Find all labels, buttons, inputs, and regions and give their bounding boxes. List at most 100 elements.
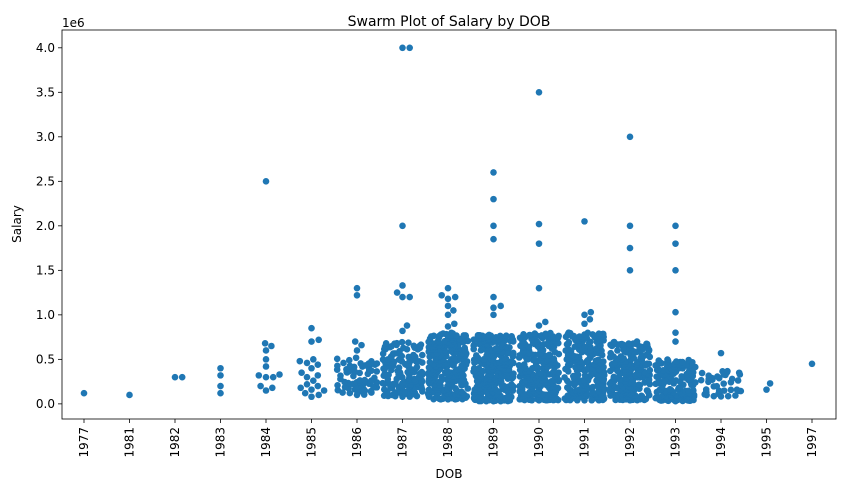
- data-point: [368, 358, 375, 365]
- data-point: [458, 388, 466, 396]
- data-point: [643, 360, 651, 367]
- data-point: [490, 293, 497, 301]
- data-point: [298, 369, 305, 377]
- data-point: [472, 352, 480, 359]
- data-point: [451, 320, 458, 328]
- data-point: [626, 244, 634, 252]
- data-point: [581, 311, 588, 319]
- data-point: [672, 338, 679, 345]
- data-point: [733, 386, 741, 393]
- data-point: [262, 347, 270, 354]
- data-point: [80, 389, 88, 397]
- y-tick-label: 3.5: [36, 85, 55, 99]
- data-point: [382, 340, 390, 347]
- data-point: [399, 44, 406, 52]
- data-point: [314, 372, 322, 379]
- data-point: [400, 344, 407, 352]
- plot-frame: [61, 29, 837, 420]
- data-point: [297, 384, 305, 392]
- data-point: [461, 344, 469, 352]
- data-point: [734, 377, 742, 384]
- data-point: [405, 339, 412, 347]
- data-point: [262, 387, 270, 394]
- data-point: [492, 345, 500, 352]
- data-point: [451, 293, 459, 301]
- data-point: [178, 373, 186, 381]
- y-tick-label: 0.0: [36, 397, 55, 411]
- data-point: [451, 355, 458, 362]
- data-point: [564, 392, 572, 399]
- data-point: [334, 382, 341, 389]
- chart-title: Swarm Plot of Salary by DOB: [348, 14, 551, 30]
- x-tick-label: 1977: [77, 427, 91, 458]
- data-point: [262, 363, 270, 370]
- data-point: [340, 359, 347, 367]
- x-tick-label: 1992: [623, 427, 637, 458]
- data-point: [373, 360, 381, 367]
- data-point: [646, 366, 654, 374]
- data-point: [537, 370, 544, 377]
- y-axis-title: Salary: [10, 205, 24, 243]
- data-point: [399, 282, 406, 289]
- data-point: [672, 308, 679, 316]
- data-point: [314, 382, 322, 390]
- data-point: [565, 329, 572, 337]
- data-point: [320, 387, 328, 394]
- y-tick-label: 1.0: [36, 308, 55, 322]
- data-point: [444, 323, 452, 330]
- data-point: [490, 235, 497, 243]
- data-point: [448, 329, 455, 337]
- data-point: [490, 304, 497, 312]
- data-point: [358, 341, 365, 349]
- data-point: [346, 362, 354, 370]
- data-point: [653, 393, 661, 401]
- data-point: [535, 89, 543, 96]
- data-point: [345, 356, 353, 364]
- data-point: [587, 308, 595, 316]
- data-point: [702, 386, 710, 393]
- data-point: [337, 372, 344, 379]
- data-point: [379, 356, 387, 363]
- data-point: [763, 386, 770, 393]
- data-point: [720, 387, 728, 394]
- data-point: [614, 347, 621, 354]
- data-point: [444, 311, 452, 319]
- data-point: [334, 386, 342, 394]
- data-point: [497, 302, 505, 310]
- x-tick-label: 1985: [305, 427, 319, 458]
- data-point: [268, 342, 275, 350]
- x-tick-label: 1987: [396, 427, 410, 458]
- data-point: [672, 222, 679, 230]
- data-point: [353, 291, 361, 299]
- data-point: [315, 336, 323, 344]
- data-point: [535, 322, 543, 329]
- data-point: [475, 331, 483, 339]
- x-tick-label: 1982: [168, 427, 182, 458]
- data-point: [257, 382, 264, 390]
- x-tick-label: 1993: [669, 427, 683, 458]
- data-point: [735, 369, 743, 377]
- data-point: [315, 391, 323, 399]
- data-point: [531, 330, 539, 337]
- data-point: [490, 195, 497, 203]
- x-axis: 1977 1981 1982 1983 1984 1985 1986 1987 1988 1989…: [77, 419, 819, 458]
- data-point: [444, 284, 452, 292]
- y-tick-label: 3.0: [36, 130, 55, 144]
- data-point: [310, 377, 317, 385]
- data-point: [217, 364, 224, 372]
- data-point: [373, 368, 381, 375]
- data-point: [510, 349, 517, 357]
- data-point: [303, 373, 311, 381]
- data-point: [685, 356, 692, 364]
- data-point: [353, 284, 361, 292]
- data-point: [356, 377, 364, 384]
- data-point: [581, 320, 588, 328]
- data-point: [705, 372, 713, 379]
- x-tick-label: 1983: [214, 427, 228, 458]
- x-tick-label: 1997: [805, 427, 819, 458]
- data-point: [535, 220, 543, 228]
- data-point: [463, 358, 471, 365]
- data-point: [303, 380, 311, 388]
- data-point: [672, 267, 679, 274]
